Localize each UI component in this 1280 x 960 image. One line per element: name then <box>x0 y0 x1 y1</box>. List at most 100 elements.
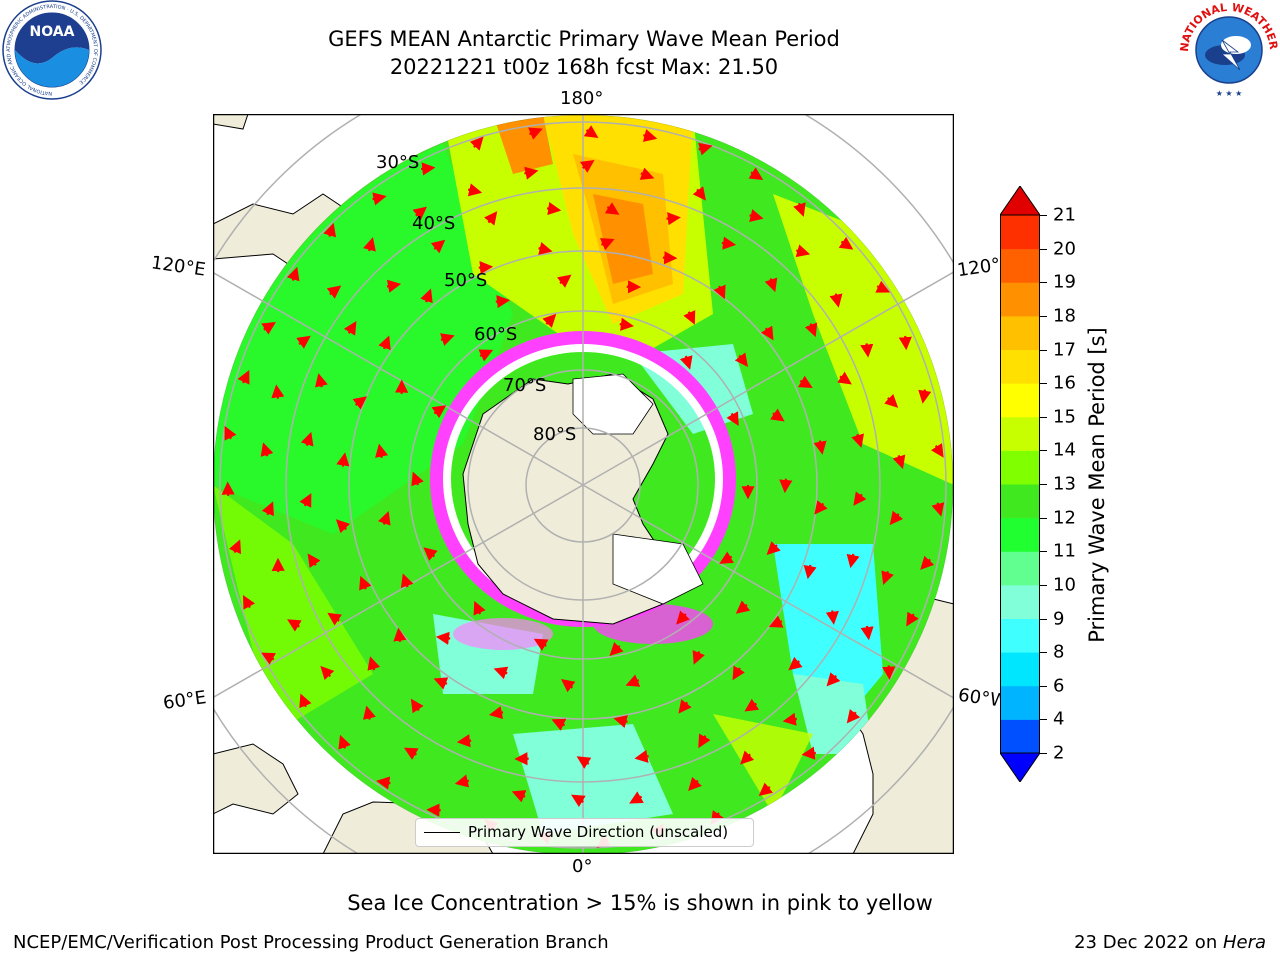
wave-direction-arrow <box>551 718 567 731</box>
colorbar-tick-mark <box>1040 383 1047 385</box>
wave-direction-arrow <box>326 285 342 299</box>
colorbar-tick-label: 11 <box>1053 540 1076 562</box>
wave-direction-arrow <box>860 343 874 358</box>
lon-label-120e: 120°E <box>149 252 207 281</box>
wave-direction-arrow <box>642 129 658 142</box>
wave-direction-arrow <box>619 317 634 331</box>
wave-direction-arrow <box>378 335 391 351</box>
wave-direction-arrow <box>412 206 427 221</box>
wave-direction-arrow <box>420 288 433 304</box>
wave-direction-arrow <box>760 325 774 341</box>
wave-direction-arrow <box>853 491 867 506</box>
colorbar-segment <box>1000 315 1040 350</box>
wave-direction-arrow <box>393 627 407 643</box>
wave-direction-arrow <box>483 211 498 226</box>
colorbar-tick-label: 10 <box>1053 574 1076 596</box>
wave-direction-arrow <box>403 747 419 760</box>
wave-direction-arrow <box>740 750 755 765</box>
wave-direction-arrow <box>788 656 803 671</box>
wave-direction-arrow <box>300 431 314 447</box>
wave-direction-arrow <box>400 573 414 589</box>
wave-direction-arrow <box>732 665 745 681</box>
wave-direction-arrow <box>629 791 644 804</box>
wave-direction-arrow <box>906 611 919 627</box>
lon-label-60e: 60°E <box>161 687 208 714</box>
colorbar-segment <box>1000 484 1040 519</box>
colorbar-tick-label: 17 <box>1053 339 1076 360</box>
colorbar-tick-mark <box>1040 719 1047 721</box>
colorbar-segment <box>1000 618 1040 653</box>
wave-direction-arrow <box>440 333 455 346</box>
colorbar-segment <box>1000 248 1040 283</box>
wave-direction-arrow <box>846 709 861 724</box>
wave-direction-arrow <box>524 166 539 180</box>
wave-direction-arrow <box>533 638 549 651</box>
colorbar-tick-label: 18 <box>1053 305 1076 327</box>
colorbar-tick-label: 21 <box>1053 204 1076 226</box>
wave-direction-arrow <box>546 201 562 216</box>
colorbar-tick-mark <box>1040 652 1047 654</box>
wave-direction-arrow <box>851 433 864 448</box>
wave-direction-arrow <box>920 555 935 570</box>
nws-logo: NATIONAL WEATHER SERVICE ★ ★ ★ <box>1178 0 1280 99</box>
colorbar-tick-mark <box>1040 618 1047 620</box>
lat-label-80s: 80°S <box>533 424 577 445</box>
colorbar-tick-label: 9 <box>1053 608 1065 629</box>
wave-direction-arrow <box>359 575 372 591</box>
wave-direction-arrow <box>299 693 312 709</box>
wave-direction-arrow <box>261 501 274 517</box>
wave-direction-arrow <box>692 186 706 201</box>
wave-direction-arrow <box>542 313 557 328</box>
wave-direction-arrow <box>826 672 841 687</box>
wave-direction-arrow <box>261 652 276 665</box>
wave-direction-arrow <box>692 650 705 665</box>
wave-direction-arrow <box>609 642 624 656</box>
svg-text:★ ★ ★: ★ ★ ★ <box>1216 89 1243 98</box>
africa-land <box>213 743 299 815</box>
wave-direction-arrow <box>583 125 599 139</box>
wave-direction-arrow <box>454 774 470 788</box>
wave-direction-arrow <box>556 274 572 288</box>
wave-direction-arrow <box>931 502 945 517</box>
wave-direction-arrow <box>721 236 737 250</box>
wave-direction-arrow <box>228 539 242 555</box>
wave-direction-arrow <box>271 384 285 399</box>
wave-direction-arrow <box>846 553 860 569</box>
wave-direction-arrow <box>758 782 774 797</box>
wave-direction-arrow <box>930 443 944 458</box>
wave-direction-arrow <box>430 239 446 254</box>
footer-date-text: 23 Dec 2022 on <box>1074 932 1223 953</box>
wave-direction-arrow <box>237 369 250 385</box>
colorbar-tick-mark <box>1040 215 1047 216</box>
wave-direction-arrow <box>242 595 256 610</box>
colorbar-over-triangle <box>1000 186 1040 216</box>
wave-direction-arrow <box>411 471 424 487</box>
wave-direction-arrow <box>898 335 912 351</box>
wave-direction-arrow <box>352 396 368 410</box>
wave-direction-arrow <box>676 610 690 625</box>
wave-direction-arrow <box>433 677 449 690</box>
colorbar-tick-label: 19 <box>1053 271 1076 293</box>
chart-subtitle: 20221221 t00z 168h fcst Max: 21.50 <box>389 55 779 79</box>
lon-label-180: 180° <box>560 88 604 109</box>
wave-direction-arrow <box>224 425 237 441</box>
wave-direction-arrow <box>604 202 620 215</box>
wave-direction-arrow <box>678 699 692 714</box>
colorbar-tick-label: 6 <box>1053 675 1065 697</box>
wave-direction-arrow <box>571 794 586 808</box>
colorbar-tick-label: 14 <box>1053 439 1076 461</box>
wave-direction-arrow <box>456 734 472 748</box>
colorbar-segment <box>1000 517 1040 552</box>
lat-label-60s: 60°S <box>474 324 518 345</box>
footer-machine: Hera <box>1222 932 1266 953</box>
wave-direction-arrow <box>576 756 592 769</box>
wave-direction-arrow <box>744 698 760 712</box>
wave-direction-arrow <box>335 519 350 534</box>
colorbar-tick-label: 16 <box>1053 372 1076 394</box>
colorbar-tick-label: 8 <box>1053 641 1065 663</box>
colorbar-tick-label: 2 <box>1053 742 1065 764</box>
colorbar-segment <box>1000 685 1040 720</box>
colorbar-segment <box>1000 383 1040 418</box>
wave-direction-arrow <box>323 222 337 238</box>
wave-direction-arrow <box>307 553 321 568</box>
